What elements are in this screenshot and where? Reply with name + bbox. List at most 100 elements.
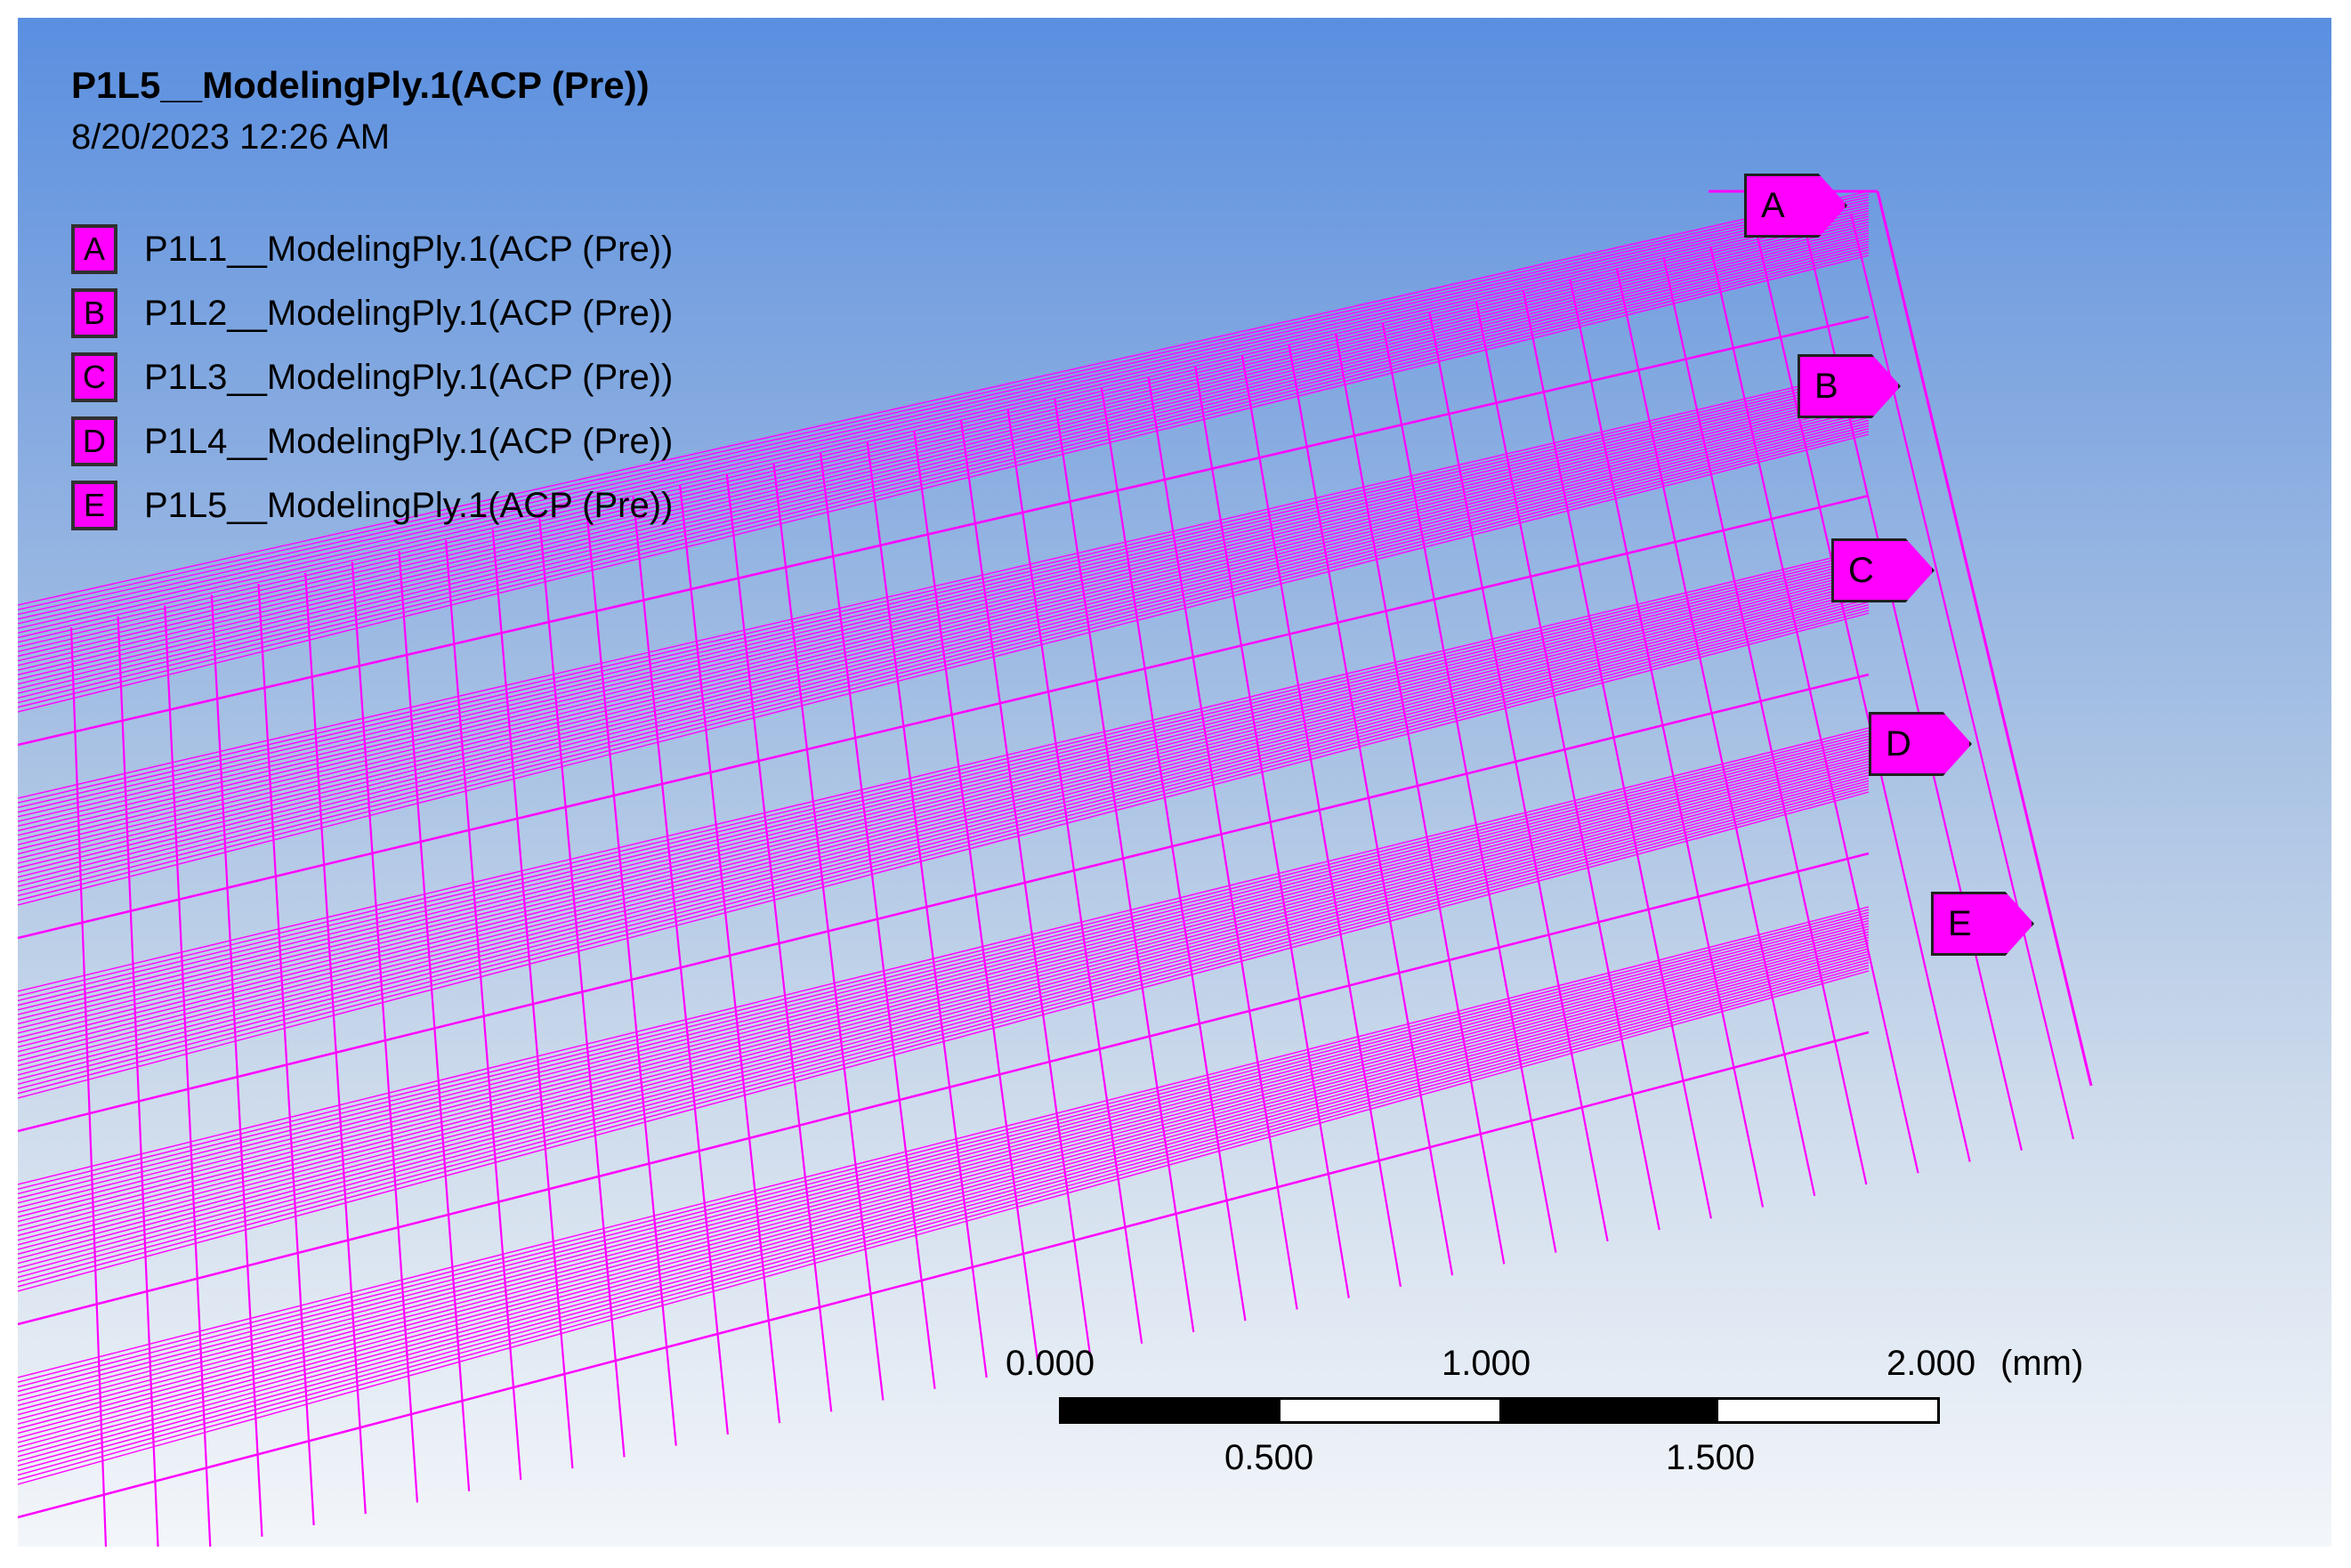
model-title: P1L5__ModelingPly.1(ACP (Pre)) — [71, 64, 650, 106]
ply-strand-line — [18, 377, 1870, 813]
ply-strand-line — [18, 755, 1870, 1232]
mesh-column-line — [351, 562, 419, 1503]
mesh-column-line — [444, 540, 522, 1480]
ply-strand-line — [18, 965, 1870, 1476]
legend-swatch-c: C — [71, 352, 117, 402]
ply-strand-line — [18, 433, 1870, 906]
ply-strand-line — [18, 568, 1870, 1025]
ply-strand-line — [18, 411, 1870, 869]
ply-strand-line — [18, 953, 1870, 1458]
mesh-column-line — [117, 616, 159, 1547]
ply-strand-line — [18, 752, 1870, 1227]
mesh-column-line — [1240, 354, 1402, 1288]
mesh-column-line — [1522, 289, 1712, 1219]
scale-tick-2: 2.000 — [1886, 1344, 1976, 1383]
ply-boundary-line — [18, 852, 1870, 1326]
legend-item-c[interactable]: C P1L3__ModelingPly.1(ACP (Pre)) — [71, 351, 673, 404]
mesh-column-line — [1756, 235, 1971, 1162]
ply-strand-line — [18, 970, 1870, 1485]
ply-strand-line — [18, 551, 1870, 997]
ply-strand-line — [18, 215, 1870, 648]
ply-boundary-line — [18, 1031, 1870, 1519]
ply-strand-line — [18, 610, 1870, 1095]
ply-strand-line — [18, 939, 1870, 1435]
mesh-column-line — [538, 518, 626, 1458]
ply-strand-line — [18, 967, 1870, 1481]
ply-strand-line — [18, 227, 1870, 667]
graphics-viewport[interactable]: P1L5__ModelingPly.1(ACP (Pre)) 8/20/2023… — [18, 18, 2331, 1547]
mesh-edge-line — [1876, 190, 2093, 1087]
legend-label-d: P1L4__ModelingPly.1(ACP (Pre)) — [144, 421, 674, 461]
mesh-column-line — [491, 529, 574, 1469]
ply-strand-line — [18, 230, 1870, 671]
ply-strand-line — [18, 911, 1870, 1388]
ply-strand-line — [18, 190, 1870, 606]
ply-strand-line — [18, 942, 1870, 1439]
ply-strand-line — [18, 424, 1870, 893]
ply-strand-line — [18, 235, 1870, 681]
mesh-column-line — [820, 453, 936, 1389]
mesh-column-line — [164, 605, 212, 1547]
ply-strand-line — [18, 554, 1870, 1002]
ply-strand-line — [18, 431, 1870, 901]
mesh-column-line — [1006, 409, 1143, 1344]
mesh-column-line — [1709, 246, 1919, 1174]
ply-strand-line — [18, 607, 1870, 1090]
legend-item-d[interactable]: D P1L4__ModelingPly.1(ACP (Pre)) — [71, 415, 673, 468]
legend-item-e[interactable]: E P1L5__ModelingPly.1(ACP (Pre)) — [71, 479, 673, 532]
mesh-column-line — [866, 441, 988, 1378]
ply-strand-line — [18, 578, 1870, 1044]
ply-strand-line — [18, 375, 1870, 809]
ply-strand-line — [18, 925, 1870, 1411]
ply-strand-line — [18, 598, 1870, 1076]
mesh-column-line — [679, 485, 781, 1424]
ply-strand-line — [18, 958, 1870, 1467]
ply-strand-line — [18, 766, 1870, 1250]
ply-strand-line — [18, 740, 1870, 1208]
mesh-column-line — [1100, 387, 1247, 1321]
mesh-column-line — [1288, 344, 1454, 1276]
scale-bar — [1059, 1397, 1940, 1424]
ply-strand-line — [18, 408, 1870, 864]
ply-strand-line — [18, 240, 1870, 690]
ply-strand-line — [18, 587, 1870, 1057]
ply-boundary-line — [18, 494, 1870, 940]
ply-strand-line — [18, 559, 1870, 1011]
ply-strand-line — [18, 909, 1870, 1383]
ply-strand-line — [18, 238, 1870, 685]
ply-strand-line — [18, 548, 1870, 992]
ply-strand-line — [18, 243, 1870, 694]
legend-item-a[interactable]: A P1L1__ModelingPly.1(ACP (Pre)) — [71, 222, 673, 276]
ply-strand-line — [18, 928, 1870, 1416]
ply-boundary-line — [18, 673, 1870, 1133]
ply-strand-line — [18, 595, 1870, 1071]
scale-tick-0: 0.000 — [1006, 1344, 1095, 1383]
ply-strand-line — [18, 576, 1870, 1039]
ply-strand-line — [18, 210, 1870, 639]
ply-strand-line — [18, 252, 1870, 708]
legend-swatch-a: A — [71, 224, 117, 274]
legend-swatch-b: B — [71, 288, 117, 338]
mesh-column-line — [1569, 279, 1765, 1208]
ply-strand-line — [18, 562, 1870, 1015]
ply-strand-line — [18, 760, 1870, 1241]
legend-item-b[interactable]: B P1L2__ModelingPly.1(ACP (Pre)) — [71, 287, 673, 340]
mesh-column-line — [1147, 376, 1298, 1310]
ply-strand-line — [18, 372, 1870, 804]
mesh-column-line — [69, 626, 108, 1547]
mesh-column-line — [772, 464, 885, 1401]
legend-swatch-e: E — [71, 481, 117, 530]
ply-strand-line — [18, 923, 1870, 1406]
ply-strand-line — [18, 735, 1870, 1200]
ply-strand-line — [18, 255, 1870, 713]
ply-strand-line — [18, 207, 1870, 634]
mesh-column-line — [1849, 213, 2075, 1140]
legend-label-c: P1L3__ModelingPly.1(ACP (Pre)) — [144, 357, 674, 397]
timestamp: 8/20/2023 12:26 AM — [71, 117, 391, 157]
ply-strand-line — [18, 738, 1870, 1204]
ply-strand-line — [18, 556, 1870, 1006]
scale-tick-1: 1.000 — [1442, 1344, 1531, 1383]
scale-segment — [1281, 1400, 1499, 1421]
ply-strand-line — [18, 749, 1870, 1223]
ply-mesh — [18, 190, 2093, 1547]
